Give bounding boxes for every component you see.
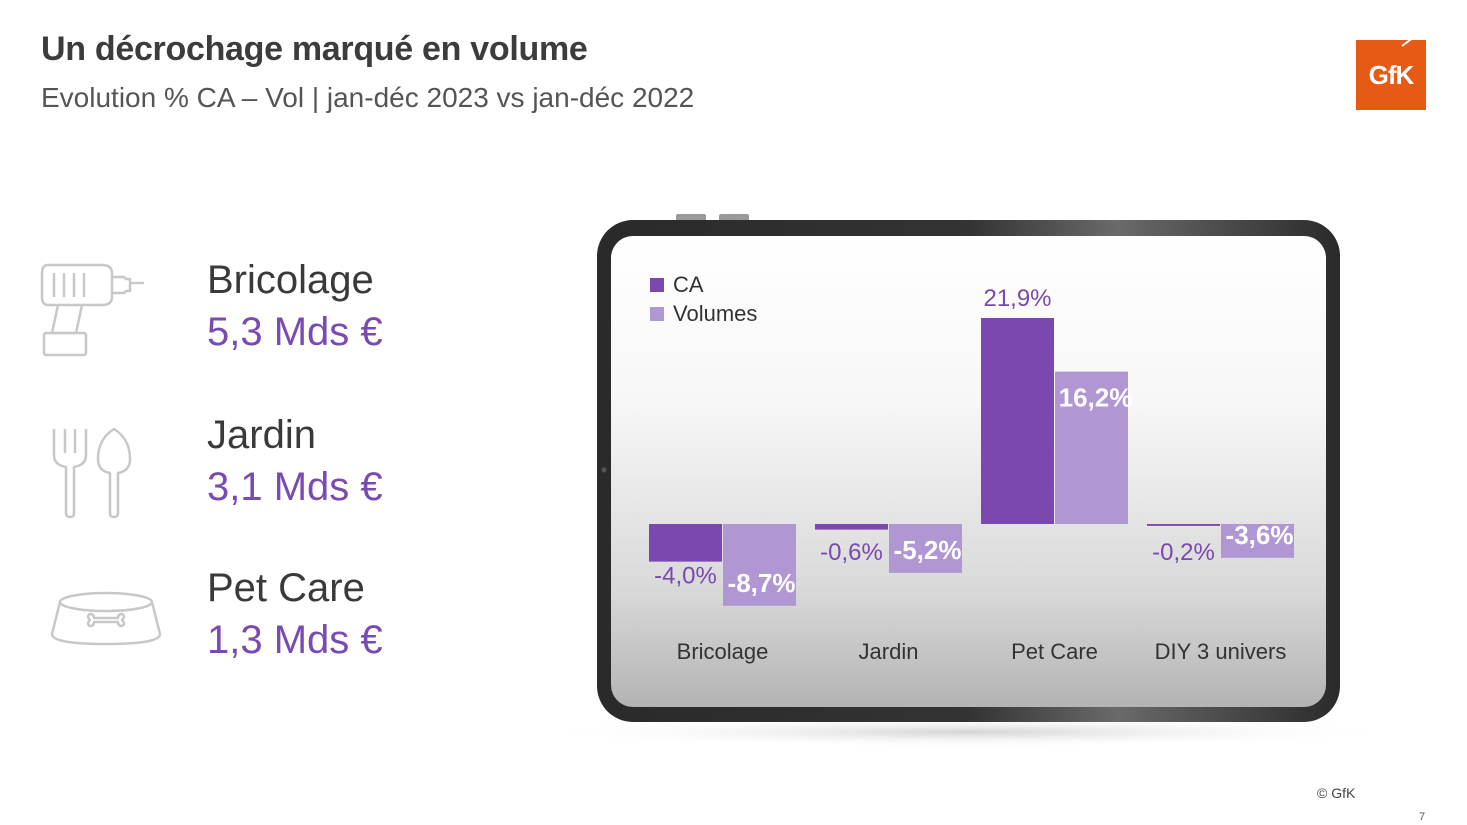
pet-bowl-icon bbox=[50, 591, 162, 646]
garden-tools-icon bbox=[52, 427, 132, 519]
category-value-jardin: 3,1 Mds € bbox=[207, 465, 383, 509]
data-label-ca-diy-3-univers: -0,2% bbox=[1152, 539, 1215, 566]
bar-volumes-bricolage bbox=[723, 524, 796, 606]
data-label-volumes-jardin: -5,2% bbox=[894, 535, 962, 565]
legend-label-ca: CA bbox=[673, 272, 704, 297]
copyright: © GfK bbox=[1317, 785, 1356, 801]
data-label-volumes-bricolage: -8,7% bbox=[728, 568, 796, 598]
legend-swatch-ca bbox=[650, 278, 664, 292]
data-label-ca-pet-care: 21,9% bbox=[983, 285, 1051, 312]
bar-ca-diy-3-univers bbox=[1147, 524, 1220, 526]
gfk-logo-text: GfK bbox=[1368, 60, 1415, 90]
data-label-volumes-pet-care: 16,2% bbox=[1059, 383, 1133, 413]
page-number: 7 bbox=[1419, 811, 1426, 823]
data-label-ca-bricolage: -4,0% bbox=[654, 563, 717, 590]
drill-icon bbox=[40, 263, 144, 357]
bar-ca-bricolage bbox=[649, 524, 722, 562]
page-title: Un décrochage marqué en volume bbox=[41, 30, 588, 68]
chart-legend: CA Volumes bbox=[650, 272, 757, 326]
chart-bars bbox=[649, 318, 1294, 606]
gfk-logo-background bbox=[1356, 40, 1426, 110]
data-label-ca-jardin: -0,6% bbox=[820, 539, 883, 566]
bar-ca-jardin bbox=[815, 524, 888, 530]
bar-volumes-diy-3-univers bbox=[1221, 524, 1294, 558]
category-value-pet-care: 1,3 Mds € bbox=[207, 618, 383, 662]
category-label-bricolage: Bricolage bbox=[677, 639, 769, 664]
chart-category-labels: Bricolage Jardin Pet Care DIY 3 univers bbox=[677, 639, 1287, 664]
category-label-pet-care: Pet Care bbox=[1011, 639, 1098, 664]
tablet-camera bbox=[601, 467, 607, 473]
bar-ca-pet-care bbox=[981, 318, 1054, 524]
data-label-volumes-diy-3-univers: -3,6% bbox=[1226, 520, 1294, 550]
tablet-shadow bbox=[528, 716, 1408, 748]
legend-label-volumes: Volumes bbox=[673, 301, 757, 326]
category-name-bricolage: Bricolage bbox=[207, 258, 374, 302]
bar-volumes-pet-care bbox=[1055, 371, 1128, 524]
bar-volumes-jardin bbox=[889, 524, 962, 573]
category-name-pet-care: Pet Care bbox=[207, 566, 365, 610]
gfk-logo bbox=[1356, 40, 1426, 110]
page-subtitle: Evolution % CA – Vol | jan-déc 2023 vs j… bbox=[41, 82, 695, 113]
category-name-jardin: Jardin bbox=[207, 413, 316, 457]
category-label-diy-3-univers: DIY 3 univers bbox=[1155, 639, 1287, 664]
chart-data-labels: -4,0% -8,7% -0,6% -5,2% 21,9% 16,2% -0,2% -3,6% bbox=[654, 285, 1293, 598]
legend-swatch-volumes bbox=[650, 307, 664, 321]
category-value-bricolage: 5,3 Mds € bbox=[207, 310, 383, 354]
category-label-jardin: Jardin bbox=[859, 639, 919, 664]
